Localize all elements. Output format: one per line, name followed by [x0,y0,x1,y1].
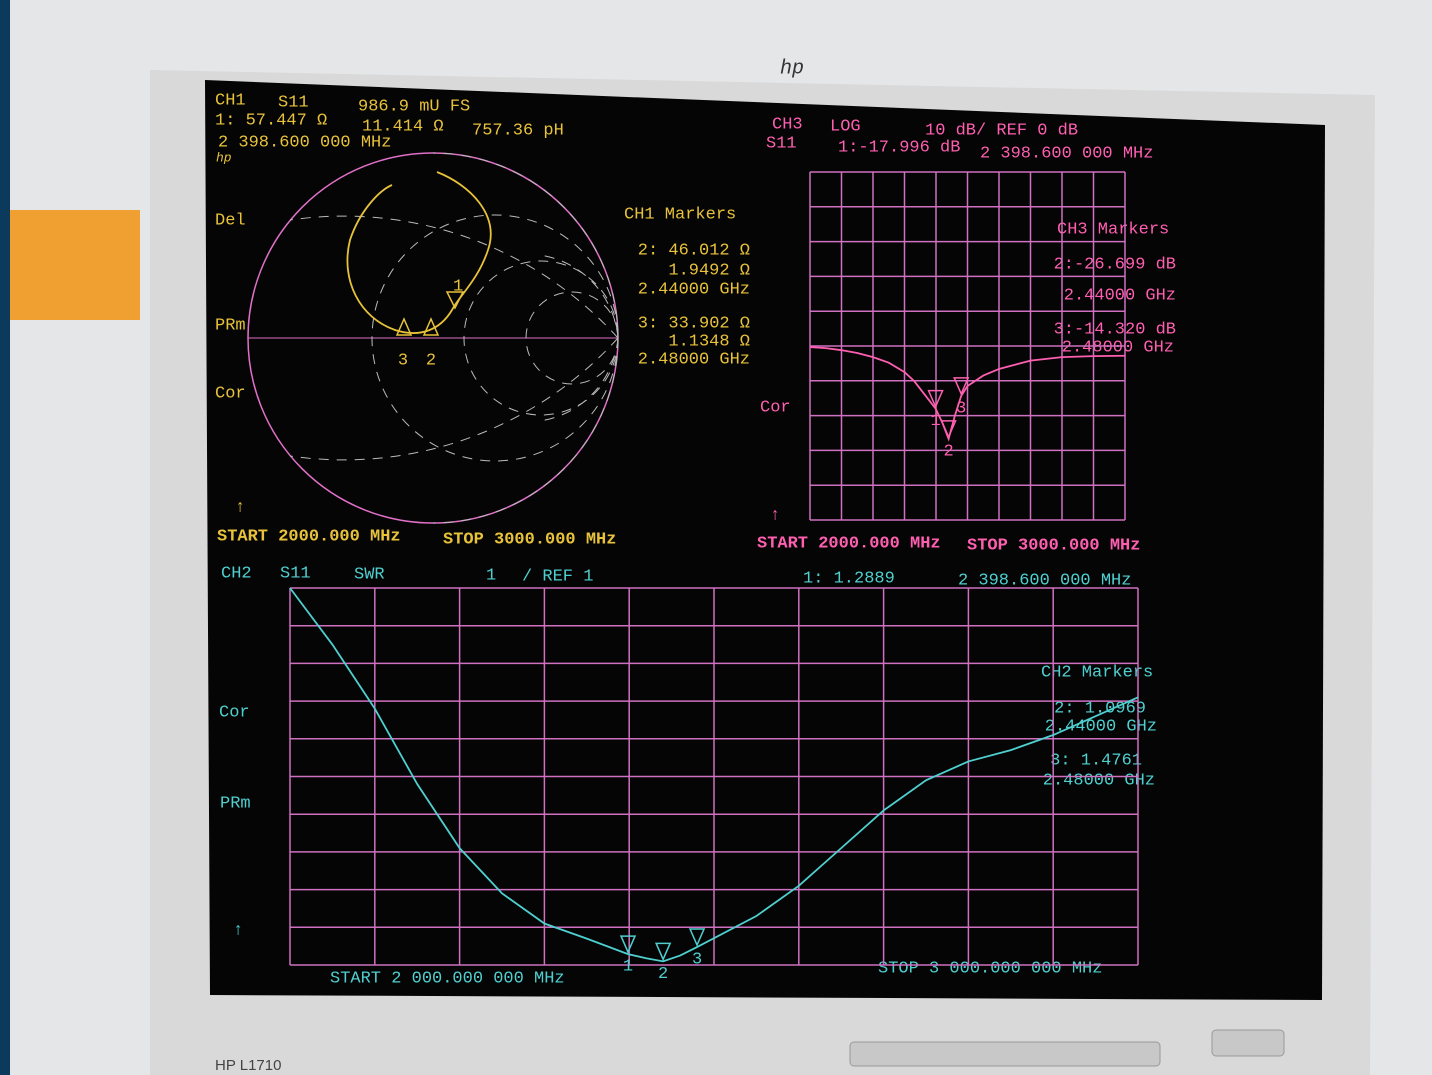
marker-number: 3 [956,399,966,418]
channel: CH2 [221,564,252,583]
hp-tag: hp [216,150,232,165]
param: S11 [766,134,797,153]
side-label: Cor [215,384,246,403]
stop: STOP 3 000.000 000 MHz [878,959,1102,978]
marker-number: 2 [943,442,953,461]
side-label: PRm [220,794,251,813]
model-label: HP L1710 [215,1057,281,1074]
ref-arrow: ↑ [233,921,243,940]
marker-number: 3 [398,351,408,370]
markers-title: CH2 Markers [1041,663,1153,682]
start: START 2000.000 MHz [217,527,401,546]
marker-freq: 2 398.600 000 MHz [218,133,391,152]
marker-freq: 2.44000 GHz [1064,286,1176,305]
marker-l: 757.36 pH [472,121,564,140]
buttons[interactable] [850,1042,1160,1066]
marker-value: 3: 1.4761 [1050,751,1142,770]
param: S11 [278,93,309,112]
side-label: Del [215,211,246,230]
marker-line: 2: 46.012 Ω [638,241,750,260]
format: LOG [830,117,861,136]
marker-number: 2 [426,351,436,370]
monitor-photo: hp HP L1710 CH1 S11 986.9 mU FS 1: 57.44… [0,0,1432,1075]
format: SWR [354,565,385,584]
marker-value: 3:-14.320 dB [1054,320,1176,339]
marker-number: 1 [930,412,940,431]
scale: 1 [486,566,496,585]
marker-line: 2.48000 GHz [638,350,750,369]
stop: STOP 3000.000 MHz [967,536,1140,555]
marker-line: 1.9492 Ω [668,261,750,280]
scale: 986.9 mU FS [358,97,470,116]
channel: CH3 [772,115,803,134]
marker-freq: 2.44000 GHz [1045,717,1157,736]
power-button[interactable] [1212,1030,1284,1056]
stop: STOP 3000.000 MHz [443,530,616,549]
marker-number: 1 [453,277,463,296]
side-label: PRm [215,316,246,335]
marker-number: 1 [623,958,633,977]
marker-line: 2.44000 GHz [638,280,750,299]
marker-number: 2 [658,965,668,984]
markers-title: CH3 Markers [1057,220,1169,239]
marker-value: 2: 1.0969 [1054,699,1146,718]
marker-line: 3: 33.902 Ω [638,314,750,333]
start: START 2000.000 MHz [757,534,941,553]
param: S11 [280,564,311,583]
side-label: Cor [219,703,250,722]
marker-freq: 2.48000 GHz [1062,338,1174,357]
marker-r: 1: 57.447 Ω [215,111,327,130]
marker-number: 3 [692,951,702,970]
marker-value: 1:-17.996 dB [838,138,960,157]
marker-freq: 2 398.600 000 MHz [980,144,1153,163]
marker-value: 2:-26.699 dB [1054,255,1176,274]
marker-line: 1.1348 Ω [668,332,750,351]
orange-device [10,210,140,320]
start: START 2 000.000 000 MHz [330,969,565,988]
ref-arrow: ↑ [770,506,780,525]
side-label: Cor [760,398,791,417]
markers-title: CH1 Markers [624,205,736,224]
ref-arrow: ↑ [235,498,245,517]
channel: CH1 [215,91,246,110]
brand-logo: hp [780,57,804,80]
ref: / REF 1 [522,567,593,586]
marker-value: 1: 1.2889 [803,569,895,588]
